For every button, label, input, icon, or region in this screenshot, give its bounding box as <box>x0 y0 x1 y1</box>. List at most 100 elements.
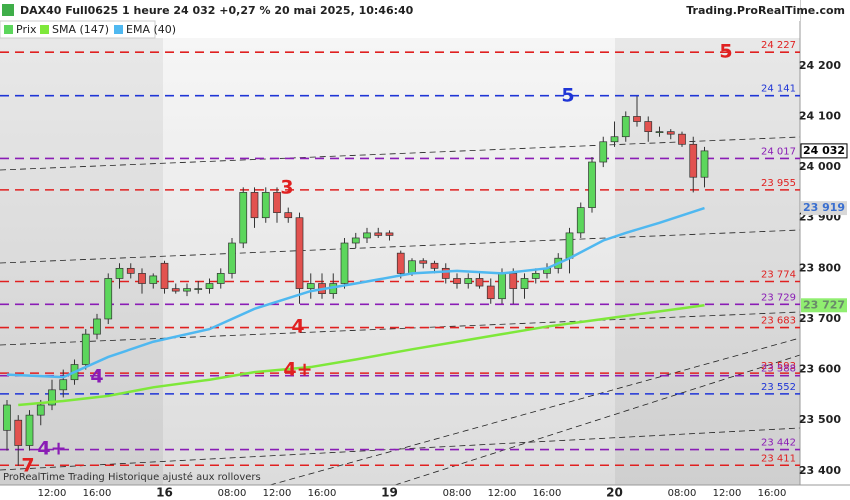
x-tick-label: 16:00 <box>533 488 562 499</box>
candle-body <box>531 273 540 279</box>
level-label: 23 442 <box>761 438 796 449</box>
site-name: Trading.ProRealTime.com <box>686 4 845 17</box>
annotation: 3 <box>280 177 293 199</box>
x-tick-label: 16:00 <box>83 488 112 499</box>
level-label: 23 552 <box>761 382 796 393</box>
app-icon <box>2 4 14 16</box>
x-tick-label: 20 <box>606 486 623 500</box>
x-tick-label: 19 <box>381 486 398 500</box>
x-tick-label: 16 <box>156 486 173 500</box>
candle-body <box>194 288 203 290</box>
annotation: 4+ <box>283 359 312 381</box>
y-tick-label: 23 400 <box>799 464 841 477</box>
annotation: 4+ <box>37 438 66 460</box>
candle-body <box>689 143 698 178</box>
candle-body <box>239 192 248 244</box>
candle-body <box>453 278 461 284</box>
price-badge <box>800 143 848 159</box>
candle-body <box>486 285 495 300</box>
candle-body <box>93 318 101 335</box>
candle-body <box>588 161 596 208</box>
legend-label: Prix <box>16 23 37 36</box>
day-band <box>0 38 163 485</box>
candle-body <box>250 192 259 219</box>
x-tick-label: 12:00 <box>488 488 517 499</box>
candle-body <box>171 288 180 292</box>
candle-body <box>576 207 585 234</box>
candle-body <box>228 242 236 274</box>
y-axis-panel <box>800 0 850 500</box>
legend-swatch <box>40 25 49 34</box>
candle-body <box>464 278 473 284</box>
y-tick-label: 24 200 <box>799 59 841 72</box>
candle-body <box>565 232 574 259</box>
candle-body <box>306 283 315 289</box>
candle-body <box>621 116 630 138</box>
candle-body <box>115 267 124 279</box>
candle-body <box>475 278 484 287</box>
candle-body <box>14 419 23 446</box>
candle-body <box>633 116 641 122</box>
legend-label: SMA (147) <box>52 23 109 36</box>
candle-body <box>666 131 675 135</box>
price-badge-label: 23 919 <box>803 201 845 214</box>
header-title: DAX40 Full0625 1 heure 24 032 +0,27 % 20… <box>20 4 414 17</box>
candle-body <box>363 232 371 239</box>
candle-body <box>59 379 68 391</box>
trendlines <box>0 136 801 486</box>
x-tick-label: 08:00 <box>668 488 697 499</box>
candle-body <box>81 333 90 365</box>
candle-body <box>205 283 214 289</box>
price-badge-label: 23 727 <box>803 298 845 311</box>
candle-body <box>36 404 45 416</box>
price-badge <box>801 201 847 216</box>
candle-body <box>183 288 191 292</box>
y-tick-label: 24 000 <box>799 160 841 173</box>
indicator-line <box>18 304 705 407</box>
annotation: 4 <box>291 316 304 338</box>
candle-body <box>396 252 405 274</box>
candle-body <box>644 121 653 133</box>
trendline <box>394 354 801 486</box>
level-label: 24 017 <box>761 146 796 157</box>
price-badge <box>801 298 847 313</box>
annotation: 7 <box>21 455 34 477</box>
level-label: 23 774 <box>761 269 796 280</box>
y-tick-label: 23 500 <box>799 413 841 426</box>
day-band <box>163 38 389 485</box>
price-badge-label: 24 032 <box>803 144 845 157</box>
legend-swatch <box>4 25 13 34</box>
level-label: 24 227 <box>761 40 796 51</box>
candle-body <box>610 136 619 143</box>
trendline <box>269 337 801 486</box>
candle-body <box>3 404 11 431</box>
candle-body <box>261 192 270 219</box>
candle-body <box>419 260 428 264</box>
candle-body <box>273 192 281 213</box>
trendline <box>0 136 801 171</box>
footer-note: ProRealTime Trading Historique ajusté au… <box>3 471 261 483</box>
annotation: 5 <box>719 41 732 63</box>
annotation: 4 <box>90 366 103 388</box>
candle-body <box>126 267 135 274</box>
x-axis-bar <box>0 485 850 500</box>
level-label: 23 588 <box>761 364 796 375</box>
candle-body <box>104 278 113 320</box>
candle-body <box>160 262 169 289</box>
candle-body <box>216 273 225 284</box>
x-tick-label: 12:00 <box>713 488 742 499</box>
x-tick-label: 16:00 <box>308 488 337 499</box>
indicator-line <box>6 206 705 379</box>
x-tick-label: 16:00 <box>758 488 787 499</box>
level-label: 24 141 <box>761 84 796 95</box>
y-tick-label: 23 700 <box>799 312 841 325</box>
x-tick-label: 08:00 <box>218 488 247 499</box>
x-tick-label: 08:00 <box>443 488 472 499</box>
level-label: 23 955 <box>761 178 796 189</box>
candle-body <box>509 273 518 289</box>
candle-body <box>599 141 608 163</box>
level-label: 23 683 <box>761 316 796 327</box>
level-label: 23 593 <box>761 361 796 372</box>
level-label: 23 411 <box>761 453 796 464</box>
